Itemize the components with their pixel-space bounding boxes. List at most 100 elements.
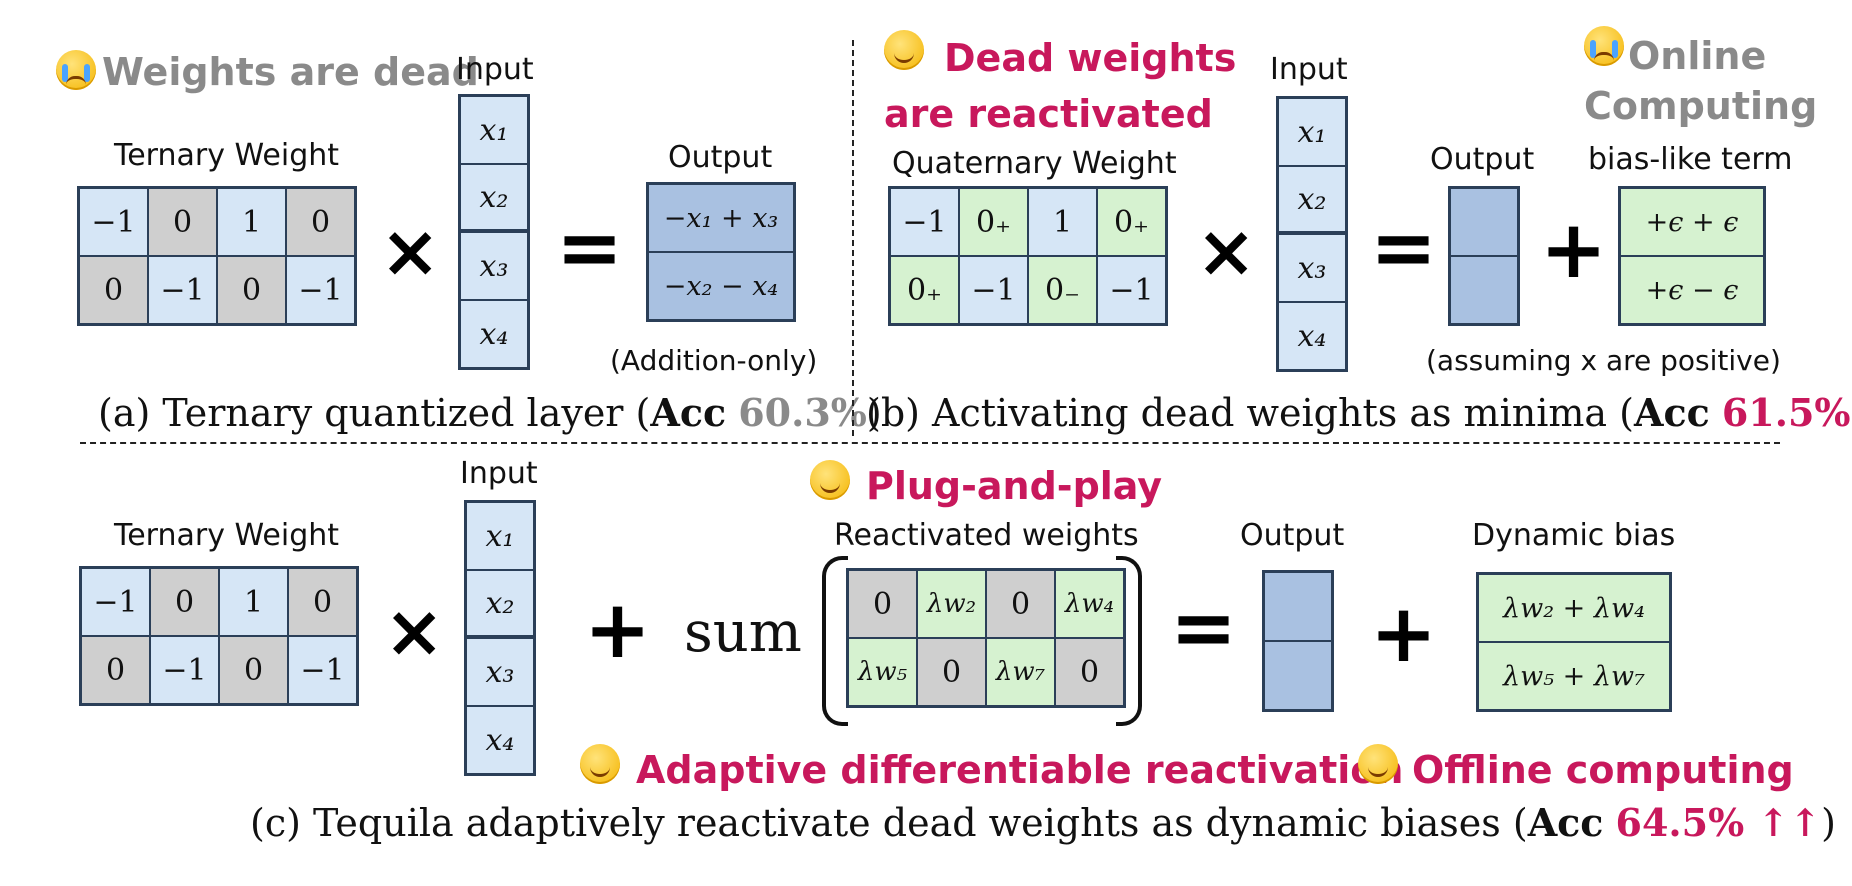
multiply-sign: × [384,589,445,673]
weight-cell: 1 [217,188,286,256]
panel-c-weight-label: Ternary Weight [114,518,340,553]
panel-a-output-label: Output [668,140,773,175]
panel-c-output-label: Output [1240,518,1345,553]
panel-b-output-label: Output [1430,142,1535,177]
panel-a-caption: (a) Ternary quantized layer (Acc 60.3%) [98,390,882,435]
panel-a-output-vector: −x₁ + x₃ −x₂ − x₄ [646,182,796,322]
output-cell [1450,256,1518,324]
input-cell: x₂ [466,570,534,638]
smiling-face-icon [1358,744,1398,784]
output-cell: −x₁ + x₃ [648,184,794,252]
panel-c-input-label: Input [460,456,538,491]
panel-b-bias-vector: +ϵ + ϵ +ϵ − ϵ [1618,186,1766,326]
input-cell: x₁ [460,96,528,164]
weight-cell: 0 [79,256,148,324]
input-cell: x₃ [460,232,528,300]
panel-b-headline-line2: are reactivated [884,92,1213,136]
panel-c-caption: (c) Tequila adaptively reactivate dead w… [250,800,1836,845]
weight-cell: 0 [148,188,217,256]
weight-cell: 0 [219,636,288,704]
right-bracket [1116,556,1142,726]
panel-a-input-label: Input [456,52,534,87]
weight-cell: −1 [288,636,357,704]
panel-c-reactivated-label: Reactivated weights [834,518,1139,553]
reactivated-cell: 0 [986,570,1055,638]
weight-cell: 0 [217,256,286,324]
panel-c-headline-plug: Plug-and-play [866,464,1163,508]
crying-face-icon [56,50,96,90]
panel-c-input-vector: x₁ x₂ x₃ x₄ [464,500,536,776]
crying-face-icon [1584,26,1624,66]
panel-c-headline-offline: Offline computing [1412,748,1794,792]
weight-cell: −1 [79,188,148,256]
weight-cell: 0 [81,636,150,704]
panel-c-bias-vector: λw₂ + λw₄ λw₅ + λw₇ [1476,572,1672,712]
multiply-sign: × [380,209,441,293]
weight-cell: −1 [286,256,355,324]
panel-b-weight-matrix: −1 0₊ 1 0₊ 0₊ −1 0₋ −1 [888,186,1168,326]
smiling-face-icon [810,460,850,500]
input-cell: x₄ [466,706,534,774]
smiling-face-icon [580,744,620,784]
horizontal-divider [80,442,1780,444]
reactivated-cell: λw₂ [917,570,986,638]
panel-a-headline: Weights are dead [102,50,479,94]
smiling-face-icon [884,30,924,70]
plus-sign: + [584,583,652,676]
panel-b-side-headline-line1: Online [1628,34,1767,78]
reactivated-cell: 0 [917,638,986,706]
reactivated-cell: 0 [848,570,917,638]
bias-cell: +ϵ + ϵ [1620,188,1764,256]
panel-c-weight-matrix: −1 0 1 0 0 −1 0 −1 [79,566,359,706]
weight-cell: −1 [1097,256,1166,324]
weight-cell: −1 [150,636,219,704]
multiply-sign: × [1196,209,1257,293]
panel-c-output-vector [1262,570,1334,712]
panel-b-input-label: Input [1270,52,1348,87]
weight-cell: 0 [288,568,357,636]
weight-cell: −1 [890,188,959,256]
input-cell: x₂ [1278,166,1346,234]
dynamic-bias-cell: λw₅ + λw₇ [1478,642,1670,710]
weight-cell: 0 [286,188,355,256]
output-cell [1264,572,1332,641]
input-cell: x₂ [460,164,528,232]
panel-a-weight-matrix: −1 0 1 0 0 −1 0 −1 [77,186,357,326]
weight-cell: 0₊ [959,188,1028,256]
output-cell: −x₂ − x₄ [648,252,794,320]
panel-b-side-headline-line2: Computing [1584,84,1818,128]
vertical-divider [852,40,854,436]
panel-b-input-vector: x₁ x₂ x₃ x₄ [1276,96,1348,372]
equals-sign: = [556,201,624,294]
panel-a-input-vector: x₁ x₂ x₃ x₄ [458,94,530,370]
reactivated-cell: λw₇ [986,638,1055,706]
panel-c-reactivated-matrix: 0 λw₂ 0 λw₄ λw₅ 0 λw₇ 0 [846,568,1126,708]
weight-cell: 1 [1028,188,1097,256]
output-cell [1450,188,1518,256]
panel-b-note: (assuming x are positive) [1426,344,1781,377]
input-cell: x₁ [1278,98,1346,166]
panel-a-weight-label: Ternary Weight [114,138,340,173]
panel-b-caption: (b) Activating dead weights as minima (A… [866,390,1852,435]
panel-b-output-vector [1448,186,1520,326]
weight-cell: −1 [959,256,1028,324]
sum-label: sum [684,600,802,665]
panel-b-weight-label: Quaternary Weight [892,146,1177,181]
reactivated-cell: λw₄ [1055,570,1124,638]
input-cell: x₄ [1278,302,1346,370]
input-cell: x₃ [466,638,534,706]
weight-cell: 0₋ [1028,256,1097,324]
weight-cell: 0₊ [890,256,959,324]
panel-c-headline-adaptive: Adaptive differentiable reactivation [636,748,1404,792]
weight-cell: −1 [148,256,217,324]
left-bracket [822,556,848,726]
plus-sign: + [1370,587,1438,680]
plus-sign: + [1540,203,1608,296]
weight-cell: −1 [81,568,150,636]
weight-cell: 0 [150,568,219,636]
bias-cell: +ϵ − ϵ [1620,256,1764,324]
input-cell: x₁ [466,502,534,570]
panel-a-note: (Addition-only) [610,344,818,377]
panel-b-headline-line1: Dead weights [944,36,1237,80]
panel-c-bias-label: Dynamic bias [1472,518,1676,553]
